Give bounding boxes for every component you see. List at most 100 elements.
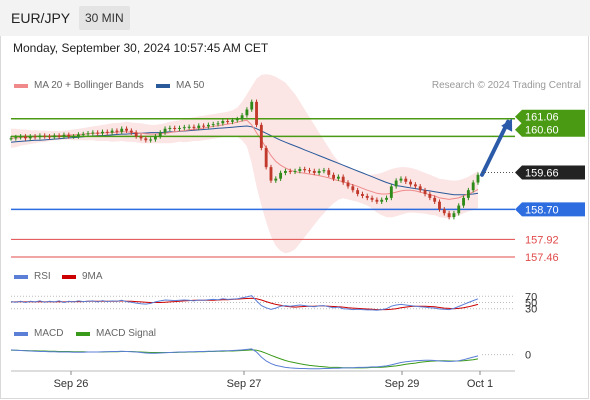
candle-body xyxy=(149,139,153,141)
candle-body xyxy=(43,135,47,137)
rsi-tick-label-50: 50 xyxy=(525,298,537,310)
candle-body xyxy=(438,201,441,210)
candle-body xyxy=(428,194,432,198)
timestamp: Monday, September 30, 2024 10:57:45 AM C… xyxy=(13,41,269,55)
candle-body xyxy=(471,182,475,191)
candle-body xyxy=(76,134,80,137)
x-axis-label: Sep 27 xyxy=(227,378,262,390)
candle-body xyxy=(264,147,268,168)
candle-body xyxy=(361,194,364,196)
candle-body xyxy=(86,133,90,135)
candle-body xyxy=(197,125,201,128)
candle-body xyxy=(413,184,417,187)
candle-body xyxy=(38,135,42,138)
candle-body xyxy=(370,197,374,200)
candle-body xyxy=(125,128,128,131)
candle-body xyxy=(394,180,398,187)
x-axis-label: Sep 26 xyxy=(54,378,89,390)
candle-body xyxy=(62,134,66,137)
legend-label-ma50: MA 50 xyxy=(176,80,205,91)
candle-body xyxy=(462,197,465,206)
candle-body xyxy=(404,178,408,182)
rsi-line xyxy=(10,295,479,311)
x-axis-label: Sep 29 xyxy=(385,378,420,390)
candle-body xyxy=(293,170,297,172)
candle-body xyxy=(279,172,283,179)
candle-body xyxy=(341,176,345,183)
candle-body xyxy=(163,128,167,133)
legend-swatch-macd-signal xyxy=(76,331,90,336)
timeframe-button[interactable]: 30 MIN xyxy=(79,6,130,30)
candle-body xyxy=(283,170,287,173)
candle-body xyxy=(389,186,393,198)
header-bar: EUR/JPY 30 MIN xyxy=(0,0,590,36)
price-label-last-2: 159.66 xyxy=(525,168,559,180)
candle-body xyxy=(28,136,32,139)
candle-body xyxy=(259,124,263,148)
candle-body xyxy=(110,130,114,133)
candle-body xyxy=(317,170,321,173)
legend-macd: MACD xyxy=(14,328,63,339)
candle-body xyxy=(144,138,148,141)
legend-label-ma20: MA 20 + Bollinger Bands xyxy=(34,80,144,91)
candle-body xyxy=(476,174,480,183)
candle-body xyxy=(442,209,446,214)
candle-body xyxy=(452,213,456,218)
candle-body xyxy=(9,138,13,140)
legend-ma50: MA 50 xyxy=(156,80,204,91)
candle-body xyxy=(240,115,244,120)
candle-body xyxy=(57,135,61,137)
legend-swatch-rsi-ma xyxy=(62,274,76,279)
candle-body xyxy=(308,170,311,172)
candle-body xyxy=(351,186,355,191)
price-label-pivot-3: 158.70 xyxy=(525,204,559,216)
candle-body xyxy=(250,101,254,110)
candle-body xyxy=(187,126,191,128)
candle-body xyxy=(192,126,196,128)
candle-body xyxy=(139,136,143,139)
candle-body xyxy=(52,135,56,138)
candle-body xyxy=(356,190,360,195)
candle-body xyxy=(206,124,210,127)
forecast-arrow-shaft xyxy=(480,119,510,177)
candle-body xyxy=(19,136,23,138)
price-label-bg-last-2 xyxy=(515,165,585,180)
candle-body xyxy=(322,170,326,172)
candle-body xyxy=(332,174,335,179)
price-label-bg-resistance-0 xyxy=(515,109,585,124)
candle-body xyxy=(298,169,302,171)
price-label-bg-pivot-3 xyxy=(515,202,585,217)
rsi-tick-label-30: 30 xyxy=(525,304,537,316)
symbol-label: EUR/JPY xyxy=(11,10,71,26)
legend-swatch-ma20 xyxy=(14,83,28,88)
candle-body xyxy=(423,190,427,195)
candle-body xyxy=(399,178,403,181)
macd-tick-label-0: 0 xyxy=(525,350,531,362)
rsi-tick-label-70: 70 xyxy=(525,291,537,303)
candle-body xyxy=(312,170,316,173)
legend-rsi-ma: 9MA xyxy=(62,271,103,282)
candle-body xyxy=(327,170,331,175)
candle-body xyxy=(72,136,76,138)
candle-body xyxy=(447,213,451,218)
candle-body xyxy=(173,127,177,129)
candle-body xyxy=(33,136,37,138)
candle-body xyxy=(274,178,278,181)
candle-body xyxy=(231,120,234,122)
price-label-support-5: 157.46 xyxy=(525,252,559,264)
candle-body xyxy=(226,121,230,123)
x-axis-label: Oct 1 xyxy=(467,378,493,390)
candle-body xyxy=(288,170,292,172)
legend-label-macd: MACD xyxy=(34,328,64,339)
candle-body xyxy=(101,131,104,134)
candle-body xyxy=(91,132,95,134)
candle-body xyxy=(409,181,413,185)
legend-label-rsi: RSI xyxy=(34,271,51,282)
price-label-resistance-0: 161.06 xyxy=(525,112,559,124)
candle-body xyxy=(96,132,100,134)
candle-body xyxy=(255,101,258,125)
candle-body xyxy=(182,127,186,129)
candle-body xyxy=(158,132,162,137)
bollinger-band-area xyxy=(11,74,478,254)
